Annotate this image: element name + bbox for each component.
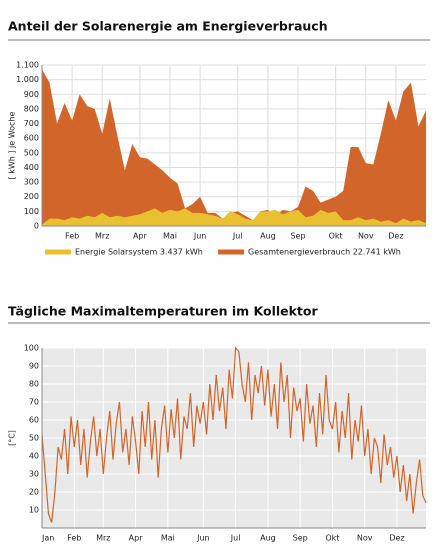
y-tick-label: 800 bbox=[24, 104, 39, 113]
x-tick-label: Aug bbox=[260, 534, 276, 543]
y-tick-label: 700 bbox=[24, 119, 39, 128]
y-axis-label: [ kWh ] je Woche bbox=[8, 111, 17, 179]
y-tick-label: 60 bbox=[29, 416, 39, 425]
x-tick-label: Dez bbox=[389, 534, 404, 543]
x-tick-label: Apr bbox=[129, 534, 144, 543]
chart-title: Anteil der Solarenergie am Energieverbra… bbox=[8, 19, 328, 34]
y-tick-label: 300 bbox=[24, 178, 39, 187]
y-tick-label: 90 bbox=[29, 362, 39, 371]
x-tick-label: Jun bbox=[193, 232, 207, 241]
x-tick-label: Feb bbox=[67, 534, 81, 543]
x-tick-label: Jul bbox=[232, 232, 243, 241]
y-tick-label: 900 bbox=[24, 90, 39, 99]
x-tick-label: Jul bbox=[230, 534, 241, 543]
x-tick-label: Mrz bbox=[95, 232, 109, 241]
legend-swatch bbox=[45, 249, 71, 255]
x-tick-label: Mai bbox=[163, 232, 177, 241]
area bbox=[42, 208, 426, 226]
y-tick-label: 400 bbox=[24, 163, 39, 172]
x-tick-label: Okt bbox=[329, 232, 343, 241]
y-tick-label: 10 bbox=[29, 506, 39, 515]
x-tick-label: Okt bbox=[325, 534, 339, 543]
y-tick-label: 40 bbox=[29, 452, 39, 461]
x-tick-label: Jun bbox=[196, 534, 210, 543]
x-tick-label: Nov bbox=[358, 232, 374, 241]
x-tick-label: Sep bbox=[290, 232, 305, 241]
x-tick-label: Aug bbox=[260, 232, 276, 241]
y-axis-label: [°C] bbox=[8, 430, 17, 446]
legend-label: Energie Solarsystem 3.437 kWh bbox=[75, 248, 203, 257]
y-tick-label: 200 bbox=[24, 192, 39, 201]
y-tick-label: 80 bbox=[29, 380, 39, 389]
x-tick-label: Apr bbox=[133, 232, 148, 241]
legend-label: Gesamtenergieverbrauch 22.741 kWh bbox=[248, 248, 401, 257]
y-tick-label: 70 bbox=[29, 398, 39, 407]
y-tick-label: 1.100 bbox=[16, 61, 39, 70]
y-tick-label: 100 bbox=[24, 207, 39, 216]
legend-swatch bbox=[218, 249, 244, 255]
y-tick-label: 1.000 bbox=[16, 75, 39, 84]
line bbox=[41, 346, 427, 523]
x-tick-label: Feb bbox=[65, 232, 79, 241]
y-tick-label: 50 bbox=[29, 434, 39, 443]
x-tick-label: Mai bbox=[161, 534, 175, 543]
chart-title: Tägliche Maximaltemperaturen im Kollekto… bbox=[8, 304, 318, 319]
x-tick-label: Nov bbox=[357, 534, 373, 543]
area bbox=[42, 69, 426, 227]
y-tick-label: 20 bbox=[29, 488, 39, 497]
y-tick-label: 100 bbox=[24, 344, 39, 353]
y-tick-label: 500 bbox=[24, 148, 39, 157]
x-tick-label: Mrz bbox=[96, 534, 110, 543]
y-tick-label: 0 bbox=[34, 222, 39, 231]
y-tick-label: 30 bbox=[29, 470, 39, 479]
y-tick-label: 600 bbox=[24, 134, 39, 143]
x-tick-label: Jan bbox=[41, 534, 54, 543]
x-tick-label: Dez bbox=[388, 232, 403, 241]
x-tick-label: Sep bbox=[293, 534, 308, 543]
